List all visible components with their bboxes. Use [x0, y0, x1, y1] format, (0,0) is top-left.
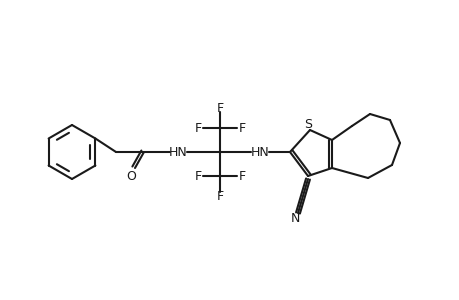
Text: HN: HN: [168, 146, 187, 158]
Text: F: F: [194, 169, 201, 182]
Text: F: F: [238, 122, 245, 134]
Text: F: F: [216, 101, 223, 115]
Text: O: O: [126, 170, 136, 184]
Text: F: F: [238, 169, 245, 182]
Text: F: F: [194, 122, 201, 134]
Text: N: N: [290, 212, 299, 224]
Text: F: F: [216, 190, 223, 202]
Text: S: S: [303, 118, 311, 130]
Text: HN: HN: [250, 146, 269, 158]
